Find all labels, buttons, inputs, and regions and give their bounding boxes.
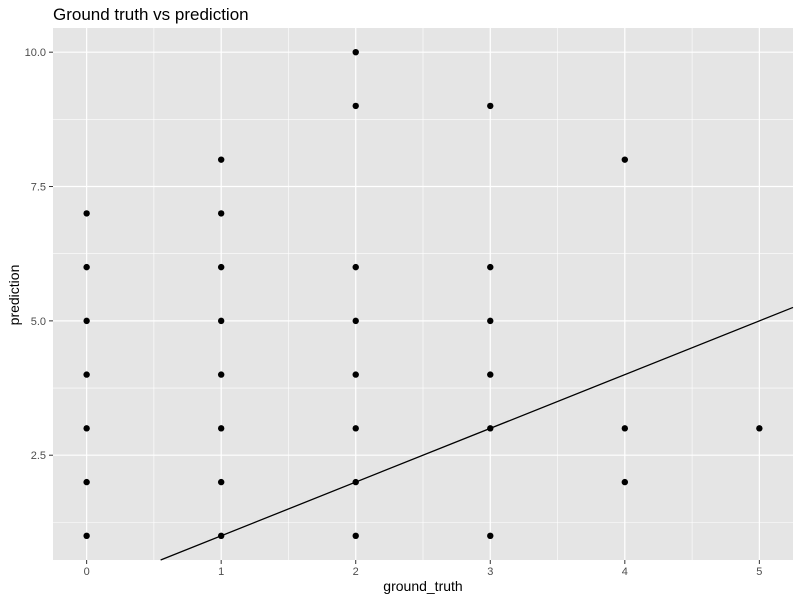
- data-point: [217, 263, 225, 271]
- data-point: [756, 425, 763, 432]
- data-point: [83, 263, 90, 271]
- data-point: [487, 263, 494, 271]
- data-point: [217, 156, 225, 163]
- y-axis-title: prediction: [6, 265, 22, 326]
- x-tick-label: 5: [756, 566, 762, 578]
- x-tick-label: 0: [84, 566, 90, 578]
- data-point: [352, 102, 359, 110]
- data-point: [487, 371, 494, 378]
- data-point: [352, 317, 359, 325]
- x-axis-title: ground_truth: [383, 578, 462, 594]
- data-point: [621, 478, 629, 486]
- data-point: [217, 371, 225, 378]
- reference-line-group: [160, 306, 794, 561]
- data-point: [217, 532, 225, 540]
- data-point: [487, 532, 494, 540]
- data-point: [352, 425, 359, 432]
- data-point: [83, 425, 90, 432]
- data-point: [83, 478, 90, 486]
- data-point: [217, 210, 225, 217]
- x-tick-label: 4: [622, 566, 628, 578]
- chart-title: Ground truth vs prediction: [53, 5, 249, 24]
- identity-reference-line: [160, 306, 794, 561]
- data-point: [352, 532, 359, 540]
- data-point: [83, 317, 90, 325]
- data-point: [487, 102, 494, 110]
- data-point: [621, 156, 629, 163]
- data-point: [352, 263, 359, 271]
- data-point: [217, 425, 225, 432]
- data-point: [83, 210, 90, 217]
- data-points: [83, 48, 763, 540]
- data-point: [352, 478, 359, 486]
- data-point: [217, 317, 225, 325]
- y-tick-label: 5.0: [31, 316, 46, 328]
- y-tick-label: 7.5: [31, 182, 46, 194]
- data-point: [352, 48, 359, 56]
- y-tick-label: 10.0: [25, 47, 46, 59]
- x-tick-label: 1: [218, 566, 224, 578]
- data-point: [487, 317, 494, 325]
- x-tick-label: 2: [353, 566, 359, 578]
- data-point: [352, 371, 359, 378]
- data-point: [621, 425, 629, 432]
- data-point: [83, 371, 90, 378]
- x-axis: 0 1 2 3 4 5: [84, 560, 762, 578]
- data-point: [487, 425, 494, 432]
- y-tick-label: 2.5: [31, 450, 46, 462]
- grid-lines: [53, 28, 793, 560]
- x-tick-label: 3: [487, 566, 493, 578]
- data-point: [83, 532, 90, 540]
- data-point: [217, 478, 225, 486]
- y-axis: 2.5 5.0 7.5 10.0: [25, 47, 53, 462]
